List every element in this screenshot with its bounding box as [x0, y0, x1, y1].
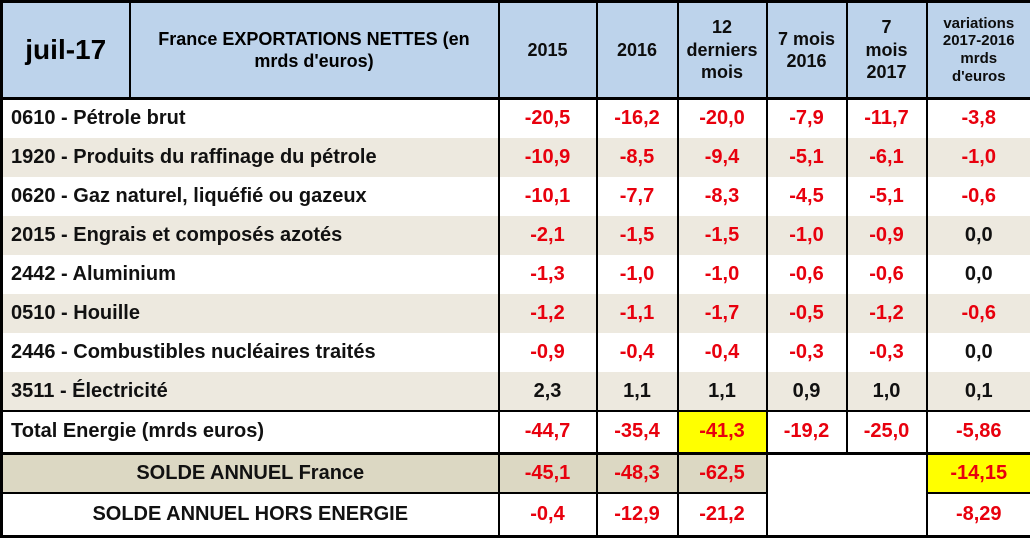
- table-cell: -11,7: [845, 98, 927, 138]
- table-cell: -62,5: [676, 451, 767, 494]
- table-cell: -1,3: [497, 254, 597, 294]
- table-cell: 1,1: [676, 372, 767, 412]
- row-label: 0510 - Houille: [1, 293, 499, 334]
- table-cell: -10,9: [497, 137, 597, 177]
- table-cell: -5,86: [925, 410, 1030, 454]
- table-row-aluminium: 2442 - Aluminium -1,3 -1,0 -1,0 -0,6 -0,…: [2, 254, 1030, 294]
- table-cell: -7,7: [595, 176, 678, 216]
- highlighted-cell: -14,15: [925, 451, 1030, 494]
- row-label: Total Energie (mrds euros): [1, 410, 499, 454]
- row-label: SOLDE ANNUEL France: [1, 451, 499, 494]
- table-cell: 1,0: [845, 372, 927, 412]
- table-cell: 0,0: [925, 215, 1030, 255]
- table-cell: -5,1: [765, 137, 847, 177]
- table-row-combustibles-nucleaires: 2446 - Combustibles nucléaires traités -…: [2, 333, 1030, 373]
- table-cell: -12,9: [595, 492, 678, 537]
- table-cell: -45,1: [497, 451, 597, 494]
- column-header-12-derniers-mois: 12 derniers mois: [676, 1, 767, 101]
- table-cell: -2,1: [497, 215, 597, 255]
- table-cell: -1,2: [497, 293, 597, 334]
- table-cell: -1,0: [676, 254, 767, 294]
- table-cell: -1,7: [676, 293, 767, 334]
- column-header-2015: 2015: [497, 1, 597, 101]
- table-cell: -1,1: [595, 293, 678, 334]
- table-row-total-energie: Total Energie (mrds euros) -44,7 -35,4 -…: [1, 410, 1030, 454]
- header-row: juil-17 France EXPORTATIONS NETTES (en m…: [1, 1, 1030, 101]
- highlighted-cell: -41,3: [676, 410, 767, 454]
- table-cell: -0,6: [925, 293, 1030, 334]
- table-cell: -0,3: [765, 333, 847, 373]
- table-cell: -4,5: [765, 176, 847, 216]
- date-cell: juil-17: [1, 1, 130, 101]
- table-cell: 0,0: [925, 254, 1030, 294]
- table-cell: -19,2: [765, 410, 847, 454]
- row-label: 0610 - Pétrole brut: [11, 107, 186, 130]
- row-label: 2015 - Engrais et composés azotés: [1, 215, 499, 255]
- column-header-2016: 2016: [595, 1, 678, 101]
- table-cell: -0,6: [845, 254, 927, 294]
- row-label: 1920 - Produits du raffinage du pétrole: [1, 137, 499, 177]
- table-row-electricite: 3511 - Électricité 2,3 1,1 1,1 0,9 1,0 0…: [1, 372, 1030, 412]
- row-label: 3511 - Électricité: [1, 372, 499, 412]
- column-header-7-mois-2017: 7 mois 2017: [845, 1, 927, 101]
- table-cell: -9,4: [676, 137, 767, 177]
- table-row-solde-annuel-france: SOLDE ANNUEL France -45,1 -48,3 -62,5 -1…: [1, 451, 1030, 537]
- row-label: 0620 - Gaz naturel, liquéfié ou gazeux: [11, 184, 367, 207]
- table-cell: -0,6: [925, 176, 1030, 216]
- table-row-petrole-brut: 0610 - Pétrole brut -20,5 -16,2 -20,0 -7…: [2, 98, 1030, 138]
- table-cell: -20,0: [676, 98, 767, 138]
- table-cell: -1,5: [676, 215, 767, 255]
- table-cell: -0,4: [676, 333, 767, 373]
- table-cell: -0,4: [497, 492, 597, 537]
- table-row-houille: 0510 - Houille -1,2 -1,1 -1,7 -0,5 -1,2 …: [1, 293, 1030, 334]
- table-cell: -8,3: [676, 176, 767, 216]
- table-row-solde-annuel-hors-energie: SOLDE ANNUEL HORS ENERGIE -0,4 -12,9 -21…: [1, 492, 1030, 537]
- column-header-variations: variations 2017-2016 mrds d'euros: [925, 1, 1030, 101]
- table-cell: 0,1: [925, 372, 1030, 412]
- table-cell: -0,4: [595, 333, 678, 373]
- table-cell: -21,2: [676, 492, 767, 537]
- table-cell: -0,5: [765, 293, 847, 334]
- row-label: 2446 - Combustibles nucléaires traités: [11, 341, 376, 364]
- table-title: France EXPORTATIONS NETTES (en mrds d'eu…: [128, 1, 499, 101]
- row-label: 2442 - Aluminium: [11, 262, 176, 285]
- table-cell: -5,1: [845, 176, 927, 216]
- table-cell: -35,4: [595, 410, 678, 454]
- table-cell: -7,9: [765, 98, 847, 138]
- table-cell: -0,3: [845, 333, 927, 373]
- table-cell: -8,29: [925, 492, 1030, 537]
- table-row-gaz-naturel: 0620 - Gaz naturel, liquéfié ou gazeux -…: [2, 176, 1030, 216]
- table-row-raffinage: 1920 - Produits du raffinage du pétrole …: [1, 137, 1030, 177]
- table-cell: -48,3: [595, 451, 678, 494]
- table-cell: -3,8: [925, 98, 1030, 138]
- table-cell: -25,0: [845, 410, 927, 454]
- table-cell: -16,2: [595, 98, 678, 138]
- table-cell: 0,0: [925, 333, 1030, 373]
- table-cell: 0,9: [765, 372, 847, 412]
- table-cell: -0,6: [765, 254, 847, 294]
- table-cell: -1,2: [845, 293, 927, 334]
- table-cell: -1,0: [925, 137, 1030, 177]
- row-label: SOLDE ANNUEL HORS ENERGIE: [1, 492, 499, 537]
- table-cell: -44,7: [497, 410, 597, 454]
- table-cell: -0,9: [497, 333, 597, 373]
- table-cell: 1,1: [595, 372, 678, 412]
- table-cell: -1,0: [765, 215, 847, 255]
- table-cell: -10,1: [497, 176, 597, 216]
- table-row-engrais: 2015 - Engrais et composés azotés -2,1 -…: [1, 215, 1030, 255]
- column-header-7-mois-2016: 7 mois 2016: [765, 1, 847, 101]
- table-cell: -8,5: [595, 137, 678, 177]
- table-cell: -20,5: [497, 98, 597, 138]
- table-cell: -1,5: [595, 215, 678, 255]
- table-cell: -6,1: [845, 137, 927, 177]
- table-cell: -1,0: [595, 254, 678, 294]
- empty-merged-cell: [765, 451, 927, 537]
- table-cell: -0,9: [845, 215, 927, 255]
- table-cell: 2,3: [497, 372, 597, 412]
